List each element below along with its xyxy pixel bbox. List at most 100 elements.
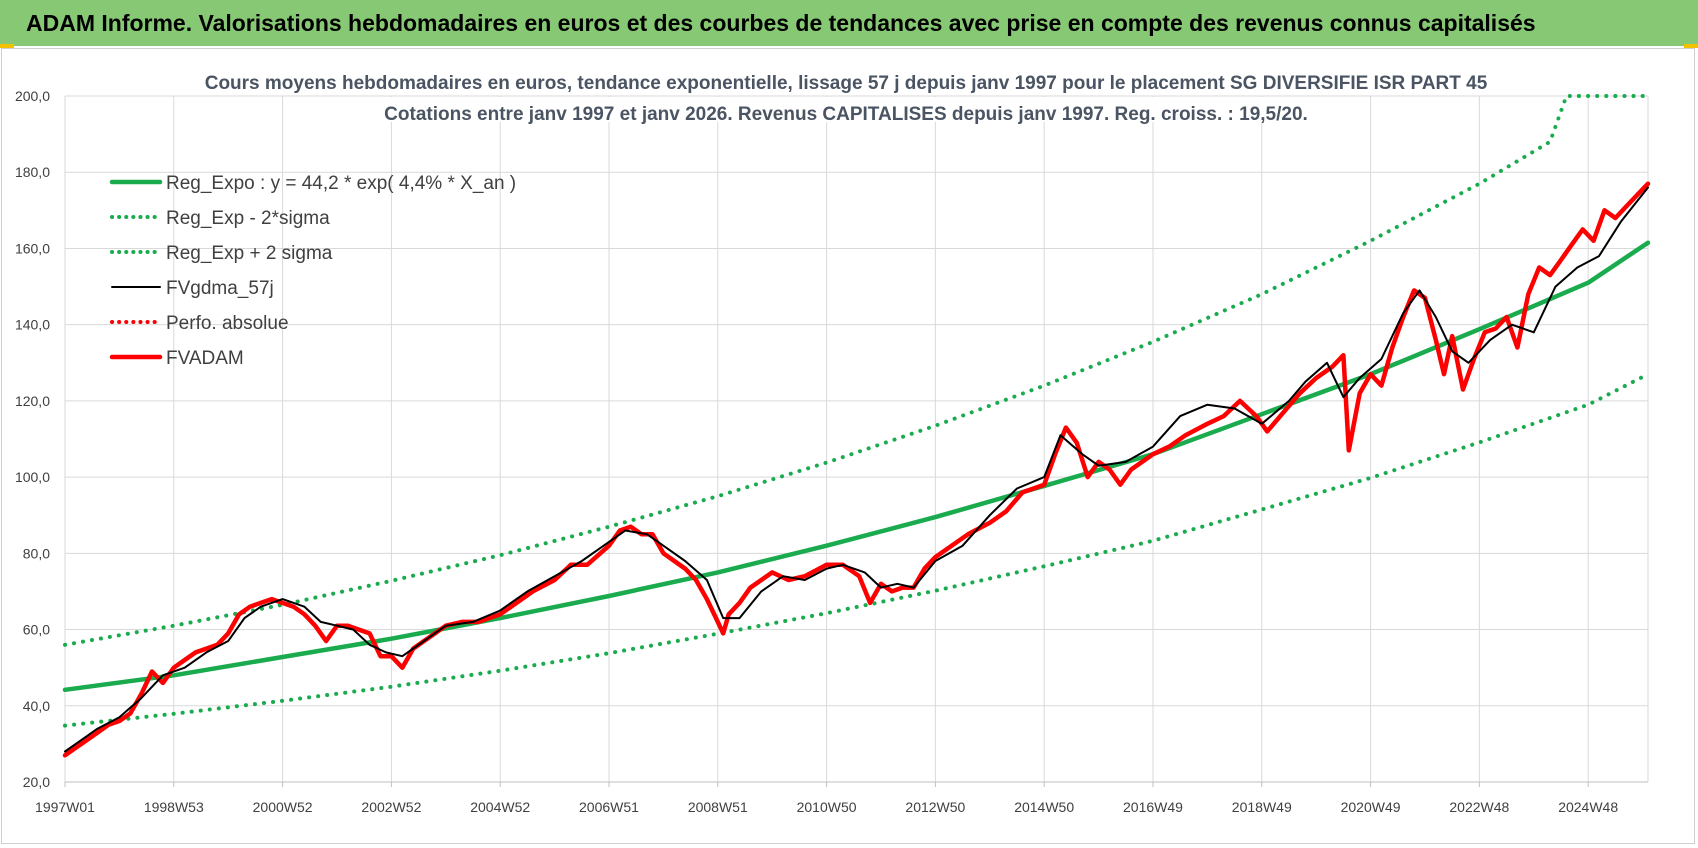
series-5-point xyxy=(1443,374,1444,375)
x-tick-label: 2006W51 xyxy=(579,799,639,815)
series-5-point xyxy=(1283,412,1284,413)
series-3-point xyxy=(64,751,65,752)
series-5-point xyxy=(1560,259,1561,260)
series-1-point xyxy=(1261,509,1262,510)
series-0-point xyxy=(1588,282,1589,283)
series-5-point xyxy=(706,599,707,600)
series-5-point xyxy=(97,732,98,733)
series-5-point xyxy=(891,591,892,592)
series-3-point xyxy=(826,568,827,569)
series-3-point xyxy=(282,599,283,600)
series-5-point xyxy=(880,583,881,584)
y-tick-label: 140,0 xyxy=(15,317,50,333)
series-2-point xyxy=(717,496,718,497)
x-tick-label: 2000W52 xyxy=(253,799,313,815)
series-0-point xyxy=(826,545,827,546)
series-3-point xyxy=(1359,377,1360,378)
x-tick-label: 2020W49 xyxy=(1341,799,1401,815)
series-5-point xyxy=(685,568,686,569)
chart-frame xyxy=(1,48,1695,844)
series-2-point xyxy=(1152,341,1153,342)
series-2-point xyxy=(1370,240,1371,241)
series-5-point xyxy=(1223,416,1224,417)
series-3-point xyxy=(119,717,120,718)
series-3-point xyxy=(723,618,724,619)
series-3-point xyxy=(804,579,805,580)
series-3-point xyxy=(864,572,865,573)
x-tick-label: 2010W50 xyxy=(797,799,857,815)
series-5-point xyxy=(739,602,740,603)
series-5-point xyxy=(173,667,174,668)
banner-corner-right xyxy=(1684,44,1698,48)
series-5-point xyxy=(282,602,283,603)
series-5-point xyxy=(151,671,152,672)
series-5-point xyxy=(554,579,555,580)
series-3-point xyxy=(500,610,501,611)
series-1-point xyxy=(64,725,65,726)
x-tick-label: 2014W50 xyxy=(1014,799,1074,815)
series-5-point xyxy=(728,614,729,615)
series-1-point xyxy=(1152,540,1153,541)
series-5-point xyxy=(1593,240,1594,241)
series-5-point xyxy=(1152,454,1153,455)
series-3-point xyxy=(1577,267,1578,268)
series-1-point xyxy=(1479,442,1480,443)
report-banner: ADAM Informe. Valorisations hebdomadaire… xyxy=(0,0,1698,46)
series-line-1 xyxy=(63,372,1650,728)
series-3-point xyxy=(472,621,473,622)
series-3-point xyxy=(913,587,914,588)
series-5-point xyxy=(1316,377,1317,378)
series-3-point xyxy=(1261,423,1262,424)
series-1-point xyxy=(1044,566,1045,567)
series-5-point xyxy=(1604,210,1605,211)
series-5-point xyxy=(1120,484,1121,485)
series-line-2 xyxy=(63,94,1650,647)
series-line-0 xyxy=(62,240,1651,693)
series-5-point xyxy=(902,587,903,588)
series-1-point xyxy=(1370,477,1371,478)
series-0-point xyxy=(391,638,392,639)
series-2-point xyxy=(64,644,65,645)
series-5-point xyxy=(924,568,925,569)
series-3-point xyxy=(739,618,740,619)
series-5-point xyxy=(804,576,805,577)
x-tick-label: 2012W50 xyxy=(905,799,965,815)
series-line-3 xyxy=(64,186,1649,753)
chart-legend: Reg_Expo : y = 44,2 * exp( 4,4% * X_an )… xyxy=(109,173,516,369)
x-tick-label: 2018W49 xyxy=(1232,799,1292,815)
series-3-point xyxy=(989,515,990,516)
chart-title-background xyxy=(209,66,1484,91)
legend-entry-label: FVgdma_57j xyxy=(166,278,274,299)
series-2-point xyxy=(1647,95,1648,96)
series-5-point xyxy=(260,602,261,603)
series-3-point xyxy=(685,560,686,561)
series-5-point xyxy=(1626,206,1627,207)
series-5-point xyxy=(108,724,109,725)
series-5-point xyxy=(1109,469,1110,470)
series-5-point xyxy=(1550,275,1551,276)
series-3-point xyxy=(1044,477,1045,478)
series-5-point xyxy=(532,591,533,592)
series-3-point xyxy=(184,667,185,668)
series-3-point xyxy=(1343,397,1344,398)
series-5-point xyxy=(1647,183,1648,184)
series-5-point xyxy=(772,572,773,573)
series-3-point xyxy=(336,625,337,626)
series-5-point xyxy=(293,606,294,607)
series-3-point xyxy=(1234,408,1235,409)
series-3-point xyxy=(385,652,386,653)
report-title: ADAM Informe. Valorisations hebdomadaire… xyxy=(26,10,1536,36)
y-tick-label: 120,0 xyxy=(15,393,50,409)
series-3-point xyxy=(1452,351,1453,352)
series-5-point xyxy=(162,682,163,683)
series-3-point xyxy=(1490,339,1491,340)
series-5-point xyxy=(674,560,675,561)
series-1-point xyxy=(282,700,283,701)
series-5-point xyxy=(1006,511,1007,512)
series-2-point xyxy=(1615,95,1616,96)
series-5-point xyxy=(989,522,990,523)
series-1-point xyxy=(935,590,936,591)
series-5-point xyxy=(304,614,305,615)
series-3-point xyxy=(1180,416,1181,417)
series-5-point xyxy=(478,621,479,622)
